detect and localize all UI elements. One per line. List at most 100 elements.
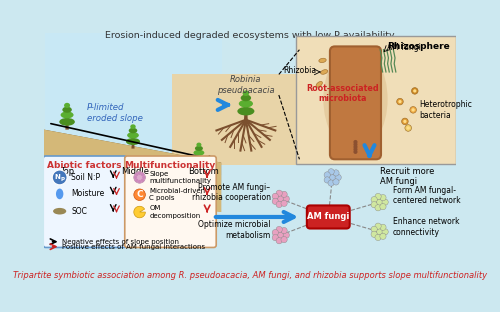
Polygon shape — [198, 158, 200, 165]
Circle shape — [134, 176, 137, 179]
Circle shape — [354, 140, 358, 144]
Circle shape — [405, 125, 411, 131]
Circle shape — [138, 172, 141, 175]
Circle shape — [371, 226, 378, 232]
Polygon shape — [44, 129, 221, 175]
Circle shape — [354, 150, 358, 154]
Text: Middle: Middle — [120, 167, 148, 176]
Circle shape — [371, 202, 378, 208]
Text: Form AM fungal-
centered network: Form AM fungal- centered network — [392, 186, 460, 205]
Ellipse shape — [195, 146, 203, 151]
Circle shape — [272, 193, 278, 199]
Text: Positive effects of AM fungal interactions: Positive effects of AM fungal interactio… — [62, 244, 206, 250]
Circle shape — [272, 229, 278, 236]
Circle shape — [396, 98, 404, 105]
Circle shape — [142, 176, 146, 179]
Circle shape — [281, 236, 287, 243]
Circle shape — [371, 197, 378, 203]
Circle shape — [406, 126, 410, 129]
Circle shape — [376, 199, 382, 205]
Ellipse shape — [126, 138, 140, 145]
Ellipse shape — [319, 58, 326, 62]
Text: Top: Top — [60, 167, 74, 176]
Text: Microbial-driven
C pools: Microbial-driven C pools — [150, 188, 206, 202]
Circle shape — [324, 172, 330, 178]
Circle shape — [413, 89, 416, 93]
Text: Abiotic factors: Abiotic factors — [47, 161, 122, 170]
Text: Enhance network
connectivity: Enhance network connectivity — [392, 217, 459, 236]
Circle shape — [333, 179, 339, 185]
Text: Heterotrophic
bacteria: Heterotrophic bacteria — [419, 100, 472, 120]
FancyBboxPatch shape — [125, 156, 216, 247]
Polygon shape — [244, 111, 248, 120]
FancyBboxPatch shape — [45, 33, 222, 165]
Ellipse shape — [64, 103, 70, 108]
Circle shape — [376, 229, 382, 235]
Circle shape — [375, 205, 381, 211]
Circle shape — [135, 173, 138, 176]
Ellipse shape — [130, 124, 136, 129]
Circle shape — [412, 88, 418, 94]
Text: Rhizosphere: Rhizosphere — [386, 42, 450, 51]
Text: Rhizobia: Rhizobia — [283, 66, 316, 75]
Ellipse shape — [324, 46, 388, 152]
Ellipse shape — [62, 107, 72, 113]
Text: N: N — [54, 173, 60, 180]
Text: Robinia
pseudoacacia: Robinia pseudoacacia — [217, 75, 274, 95]
Circle shape — [354, 145, 358, 149]
Ellipse shape — [192, 155, 205, 162]
Circle shape — [134, 189, 145, 201]
Ellipse shape — [239, 100, 253, 107]
Circle shape — [281, 227, 287, 234]
Circle shape — [272, 235, 278, 241]
Circle shape — [324, 177, 330, 183]
Circle shape — [412, 108, 415, 111]
Circle shape — [283, 196, 290, 202]
Text: Optimize microbial
metabolism: Optimize microbial metabolism — [198, 221, 270, 240]
Text: OM
decomposition: OM decomposition — [150, 205, 200, 219]
Polygon shape — [44, 158, 221, 200]
Circle shape — [134, 172, 145, 183]
Circle shape — [52, 170, 67, 185]
Circle shape — [283, 232, 290, 238]
Circle shape — [335, 174, 342, 181]
Text: Erosion-induced degraded ecosystems with low P availability: Erosion-induced degraded ecosystems with… — [105, 31, 395, 40]
Text: SOC: SOC — [71, 207, 87, 216]
Circle shape — [281, 191, 287, 197]
Circle shape — [382, 229, 388, 235]
Circle shape — [276, 238, 282, 244]
Ellipse shape — [56, 188, 64, 199]
Circle shape — [380, 233, 386, 239]
Text: AM fungi: AM fungi — [387, 43, 420, 52]
Circle shape — [375, 193, 381, 200]
Polygon shape — [132, 142, 134, 149]
Text: Recruit more
AM fungi: Recruit more AM fungi — [380, 167, 434, 186]
Circle shape — [375, 234, 381, 241]
Circle shape — [272, 198, 278, 204]
Circle shape — [382, 199, 388, 205]
Ellipse shape — [240, 95, 251, 101]
Circle shape — [380, 203, 386, 210]
Ellipse shape — [238, 107, 254, 115]
Ellipse shape — [242, 90, 249, 96]
FancyBboxPatch shape — [172, 75, 300, 165]
Ellipse shape — [127, 132, 139, 139]
Text: Slope
multifunctionality: Slope multifunctionality — [150, 171, 212, 184]
Circle shape — [328, 169, 334, 175]
Polygon shape — [66, 122, 69, 129]
FancyBboxPatch shape — [296, 36, 456, 164]
Ellipse shape — [128, 128, 138, 133]
Circle shape — [328, 180, 334, 186]
FancyBboxPatch shape — [43, 156, 126, 247]
Circle shape — [402, 118, 408, 125]
Text: Tripartite symbiotic association among R. pseudoacacia, AM fungi, and rhizobia s: Tripartite symbiotic association among R… — [13, 271, 487, 280]
Polygon shape — [44, 171, 221, 212]
Wedge shape — [134, 206, 145, 218]
Ellipse shape — [320, 70, 328, 74]
Circle shape — [380, 224, 386, 231]
Circle shape — [375, 223, 381, 229]
Circle shape — [278, 196, 283, 202]
Ellipse shape — [196, 143, 202, 147]
Text: Multifunctionality: Multifunctionality — [124, 161, 216, 170]
Circle shape — [281, 200, 287, 207]
